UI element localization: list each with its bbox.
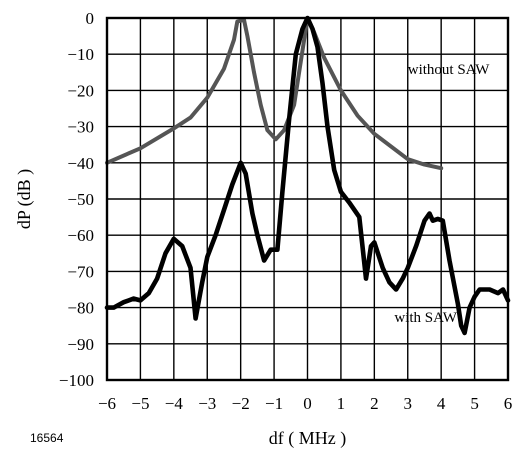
series-line-without-saw [105,16,444,171]
x-tick-label: −2 [232,394,250,413]
series-annotations: without SAW with SAW [394,62,490,326]
x-tick-label: 1 [337,394,346,413]
series-annotation: without SAW [408,62,491,78]
x-tick-label: −6 [98,394,116,413]
figure-id: 16564 [30,431,64,445]
y-tick-label: −100 [59,371,94,390]
y-tick-label: −50 [67,190,94,209]
y-tick-label: −70 [67,262,94,281]
x-tick-label: −5 [131,394,149,413]
plot-frame [105,16,510,382]
y-tick-label: −30 [67,118,94,137]
y-tick-label: −20 [67,81,94,100]
x-tick-label: −4 [165,394,184,413]
x-tick-label: 0 [303,394,312,413]
y-tick-label: −10 [67,45,94,64]
x-tick-label: 6 [504,394,513,413]
y-tick-label: −60 [67,226,94,245]
series-line-with-saw [104,15,511,336]
y-tick-label: −80 [67,299,94,318]
y-tick-label: −40 [67,154,94,173]
y-tick-label: 0 [86,9,95,28]
tick-labels: −6 −5 −4 −3 −2 −1 0 1 2 3 4 5 60−10−20−30−40−50−60−7… [59,9,512,413]
x-tick-label: 5 [470,394,479,413]
x-tick-label: 2 [370,394,379,413]
x-tick-label: 3 [404,394,413,413]
x-axis-label: df ( MHz ) [269,428,346,449]
x-tick-label: −1 [265,394,283,413]
series-annotation: with SAW [394,310,457,326]
x-tick-label: −3 [198,394,216,413]
series-lines [104,15,511,336]
y-tick-label: −90 [67,335,94,354]
y-axis-label: dP (dB ) [14,169,35,229]
x-tick-label: 4 [437,394,446,413]
